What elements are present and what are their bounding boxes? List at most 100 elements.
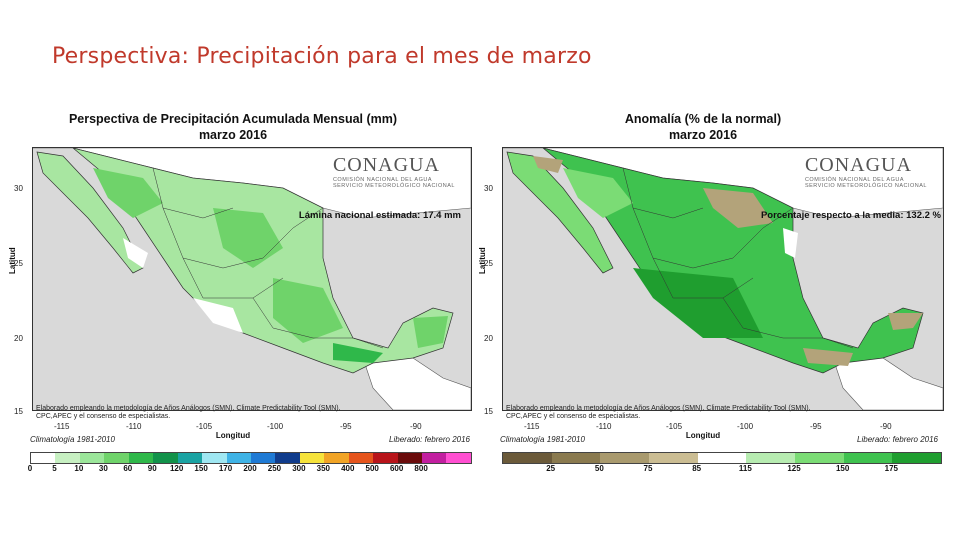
colorbar-swatch [446, 453, 471, 463]
credit-line-2: CPC,APEC y el consenso de especialistas. [506, 413, 641, 420]
colorbar-swatch [202, 453, 227, 463]
y-tick: 20 [484, 334, 493, 343]
conagua-logo: CONAGUA COMISIÓN NACIONAL DEL AGUA SERVI… [805, 154, 927, 189]
colorbar-swatch [250, 453, 276, 463]
logo-subtitle-2: SERVICIO METEOROLÓGICO NACIONAL [804, 183, 927, 189]
colorbar-label: 10 [74, 464, 84, 473]
colorbar-swatch [177, 453, 203, 463]
y-tick: 15 [484, 407, 493, 416]
colorbar-label: 25 [546, 464, 556, 473]
x-tick: -110 [126, 422, 142, 431]
credit-line-1: Elaborado empleando la metodología de Añ… [506, 405, 811, 412]
anomaly-map: CONAGUA COMISIÓN NACIONAL DEL AGUA SERVI… [502, 147, 944, 411]
precipitation-map: CONAGUA COMISIÓN NACIONAL DEL AGUA SERVI… [32, 147, 472, 411]
y-tick: 30 [484, 184, 493, 193]
y-tick: 25 [14, 259, 23, 268]
baja-california [36, 151, 144, 274]
colorbar-swatch [843, 453, 893, 463]
green-patch [213, 208, 283, 268]
colorbar-swatch [104, 453, 129, 463]
national-estimate-annotation: Lámina nacional estimada: 17.4 mm [298, 210, 461, 221]
methodology-credit: Elaborado empleando la metodología de Añ… [36, 405, 341, 421]
dry-anomaly-patch [703, 188, 773, 228]
precipitation-map-title: Perspectiva de Precipitación Acumulada M… [68, 112, 398, 126]
colorbar-label: 600 [389, 464, 404, 473]
anomaly-map-panel: Anomalía (% de la normal) marzo 2016 Lat… [470, 104, 944, 476]
state-borders [152, 167, 384, 349]
colorbar-label: 90 [147, 464, 157, 473]
precipitation-map-subtitle: marzo 2016 [198, 128, 268, 142]
logo-subtitle-2: SERVICIO METEOROLÓGICO NACIONAL [332, 183, 455, 189]
dry-patch [193, 298, 243, 333]
colorbar-label: 200 [243, 464, 257, 473]
baja-california [506, 151, 614, 274]
x-tick: -95 [340, 422, 352, 431]
colorbar-label: 50 [594, 464, 604, 473]
methodology-credit: Elaborado empleando la metodología de Añ… [506, 405, 811, 421]
x-tick: -105 [666, 422, 683, 431]
colorbar-label: 125 [787, 464, 801, 473]
conagua-logo: CONAGUA COMISIÓN NACIONAL DEL AGUA SERVI… [333, 154, 455, 189]
anomaly-map-subtitle: marzo 2016 [668, 128, 738, 142]
colorbar-swatch [373, 453, 398, 463]
state-borders [622, 167, 854, 349]
colorbar-label: 60 [123, 464, 133, 473]
colorbar-label: 150 [835, 464, 850, 473]
x-tick: -115 [524, 422, 540, 431]
colorbar-label: 350 [316, 464, 330, 473]
colorbar-swatch [503, 453, 552, 463]
mexico-precipitation-map-graphic [33, 148, 471, 410]
anomaly-colorbar [502, 452, 942, 464]
x-axis-label: Longitud [685, 431, 721, 440]
colorbar-label: 0 [27, 464, 33, 473]
colorbar-label: 150 [194, 464, 208, 473]
colorbar-swatch [600, 453, 649, 463]
colorbar-label: 120 [169, 464, 184, 473]
y-tick: 15 [14, 407, 23, 416]
colorbar-swatch [697, 453, 747, 463]
colorbar-swatch [153, 453, 178, 463]
green-patch [93, 168, 163, 218]
x-tick: -90 [880, 422, 892, 431]
green-patch [633, 268, 763, 338]
x-tick: -105 [196, 422, 213, 431]
colorbar-swatch [892, 453, 941, 463]
mexico-anomaly-map-graphic [503, 148, 943, 410]
anomaly-map-title: Anomalía (% de la normal) [624, 112, 782, 126]
colorbar-swatch [422, 453, 447, 463]
x-tick: -90 [410, 422, 422, 431]
colorbar-label: 30 [98, 464, 108, 473]
colorbar-swatch [31, 453, 56, 463]
logo-name: CONAGUA [332, 154, 440, 176]
credit-line-2: CPC,APEC y el consenso de especialistas. [36, 413, 171, 420]
colorbar-swatch [794, 453, 844, 463]
logo-subtitle-1: COMISIÓN NACIONAL DEL AGUA [804, 177, 905, 183]
climatology-note: Climatología 1981-2010 [500, 435, 585, 444]
precipitation-colorbar [30, 452, 472, 464]
colorbar-label: 170 [218, 464, 233, 473]
colorbar-label: 500 [365, 464, 379, 473]
colorbar-label: 250 [267, 464, 282, 473]
green-patch [333, 343, 383, 363]
colorbar-label: 300 [292, 464, 306, 473]
central-america-area [362, 357, 471, 410]
colorbar-label: 5 [52, 464, 57, 473]
y-tick: 25 [484, 259, 493, 268]
green-patch [563, 168, 633, 218]
climatology-note: Climatología 1981-2010 [30, 435, 115, 444]
dry-anomaly-patch [803, 348, 853, 366]
slide-title: Perspectiva: Precipitación para el mes d… [52, 44, 592, 69]
release-note: Liberado: febrero 2016 [389, 435, 470, 444]
percentage-annotation: Porcentaje respecto a la media: 132.2 % [760, 210, 941, 221]
colorbar-label: 800 [414, 464, 428, 473]
x-tick: -100 [267, 422, 284, 431]
colorbar-swatch [324, 453, 349, 463]
colorbar-swatch [648, 453, 698, 463]
central-america-area [832, 357, 943, 410]
y-tick: 30 [14, 184, 23, 193]
colorbar-label: 115 [738, 464, 752, 473]
green-patch [273, 278, 343, 343]
logo-subtitle-1: COMISIÓN NACIONAL DEL AGUA [332, 177, 433, 183]
dry-anomaly-patch [888, 313, 923, 330]
dry-anomaly-patch [533, 156, 563, 173]
